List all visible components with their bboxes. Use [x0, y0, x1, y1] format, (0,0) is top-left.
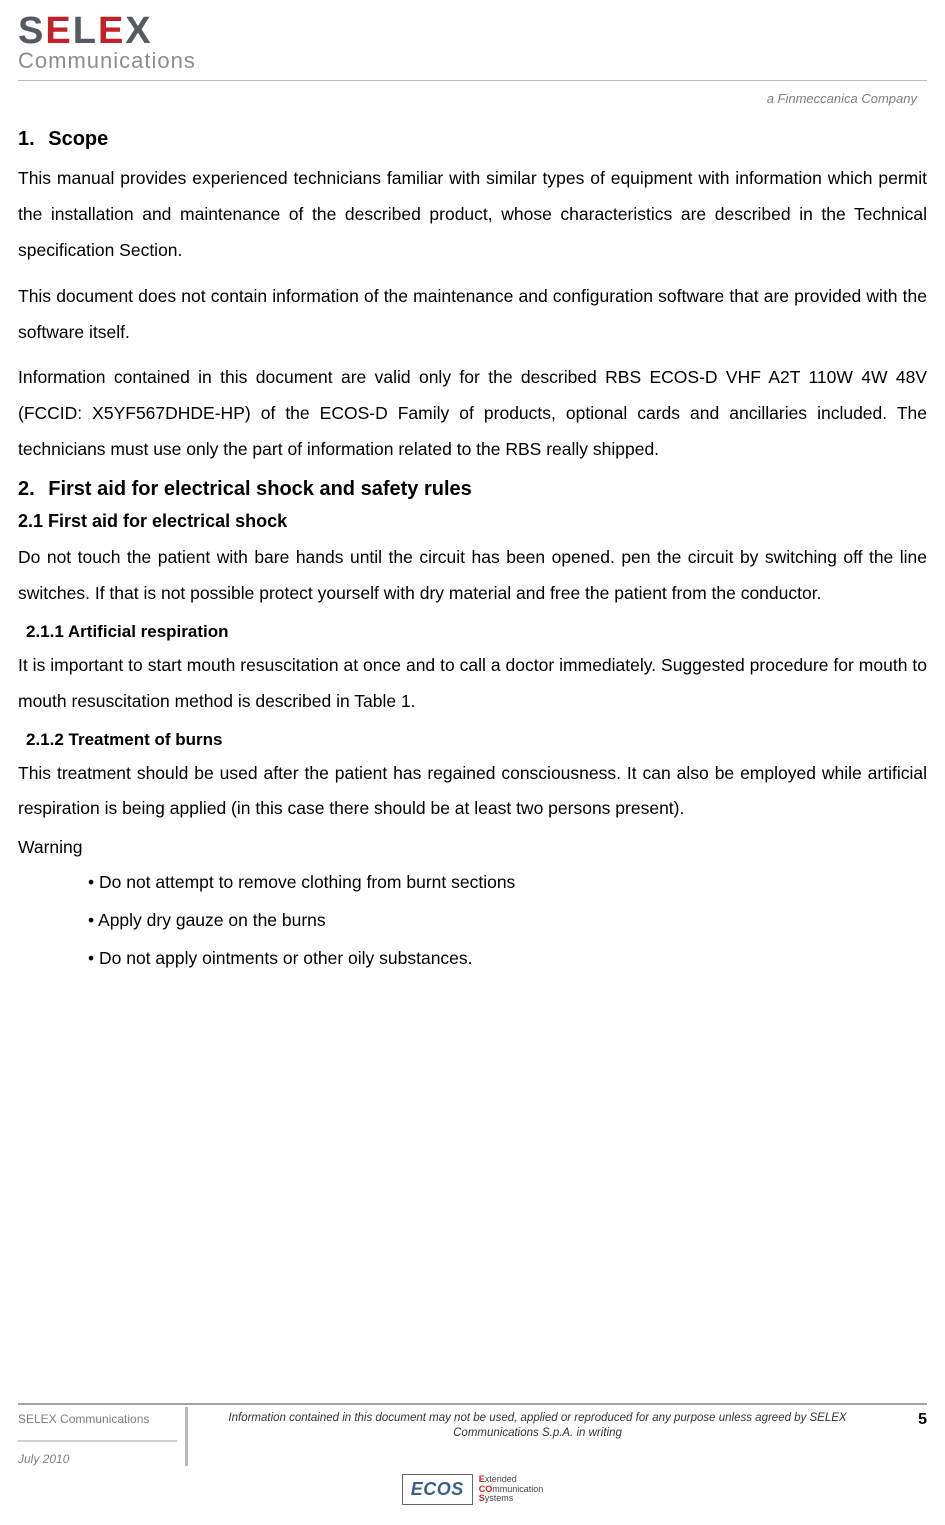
section-2-heading: 2. First aid for electrical shock and sa… [18, 478, 927, 501]
paragraph: This document does not contain informati… [18, 279, 927, 351]
footer-row: SELEX Communications July 2010 Informati… [18, 1407, 927, 1466]
section-title: Scope [48, 128, 108, 150]
logo-char: S [18, 10, 45, 52]
footer-company: SELEX Communications [18, 1407, 177, 1442]
ecos-logo-box: ECOS [402, 1474, 473, 1505]
company-tag: a Finmeccanica Company [767, 91, 917, 106]
footer-rule [18, 1403, 927, 1405]
logo-char-accent: E [98, 10, 125, 52]
ecos-rest: mmunication [492, 1484, 543, 1494]
paragraph: This manual provides experienced technic… [18, 161, 927, 269]
logo-char-accent: E [45, 10, 72, 52]
footer-disclaimer: Information contained in this document m… [202, 1407, 873, 1441]
logo-text: SELEX [18, 12, 153, 50]
logo-subtitle: Communications [18, 48, 196, 74]
footer-left: SELEX Communications July 2010 [18, 1407, 188, 1466]
footer-date: July 2010 [18, 1442, 177, 1466]
ecos-tagline: Extended COmmunication Systems [479, 1475, 544, 1505]
paragraph: This treatment should be used after the … [18, 756, 927, 828]
logo-char: L [73, 10, 98, 52]
section-2-1-heading: 2.1 First aid for electrical shock [18, 511, 927, 532]
section-1-heading: 1. Scope [18, 128, 927, 151]
paragraph: Do not touch the patient with bare hands… [18, 540, 927, 612]
bullet-item: • Do not attempt to remove clothing from… [88, 868, 927, 896]
section-2-1-1-heading: 2.1.1 Artificial respiration [26, 622, 927, 642]
page-footer: SELEX Communications July 2010 Informati… [18, 1403, 927, 1505]
bullet-item: • Do not apply ointments or other oily s… [88, 944, 927, 972]
ecos-rest: ystems [485, 1493, 514, 1503]
logo-char: X [125, 10, 152, 52]
ecos-badge: ECOS Extended COmmunication Systems [18, 1474, 927, 1505]
section-2-1-2-heading: 2.1.2 Treatment of burns [26, 730, 927, 750]
bullet-item: • Apply dry gauze on the burns [88, 906, 927, 934]
section-title: First aid for electrical shock and safet… [48, 478, 472, 500]
header-rule [18, 80, 927, 81]
ecos-rest: xtended [485, 1474, 517, 1484]
logo: SELEX [18, 12, 153, 50]
document-body: 1. Scope This manual provides experience… [18, 128, 927, 972]
paragraph: It is important to start mouth resuscita… [18, 648, 927, 720]
warning-label: Warning [18, 837, 927, 858]
section-number: 2. [18, 478, 35, 501]
page-header: SELEX Communications a Finmeccanica Comp… [18, 12, 927, 106]
section-number: 1. [18, 128, 35, 151]
ecos-accent: CO [479, 1484, 493, 1494]
paragraph: Information contained in this document a… [18, 360, 927, 468]
ecos-line: Systems [479, 1494, 544, 1504]
footer-page-number: 5 [887, 1407, 927, 1429]
